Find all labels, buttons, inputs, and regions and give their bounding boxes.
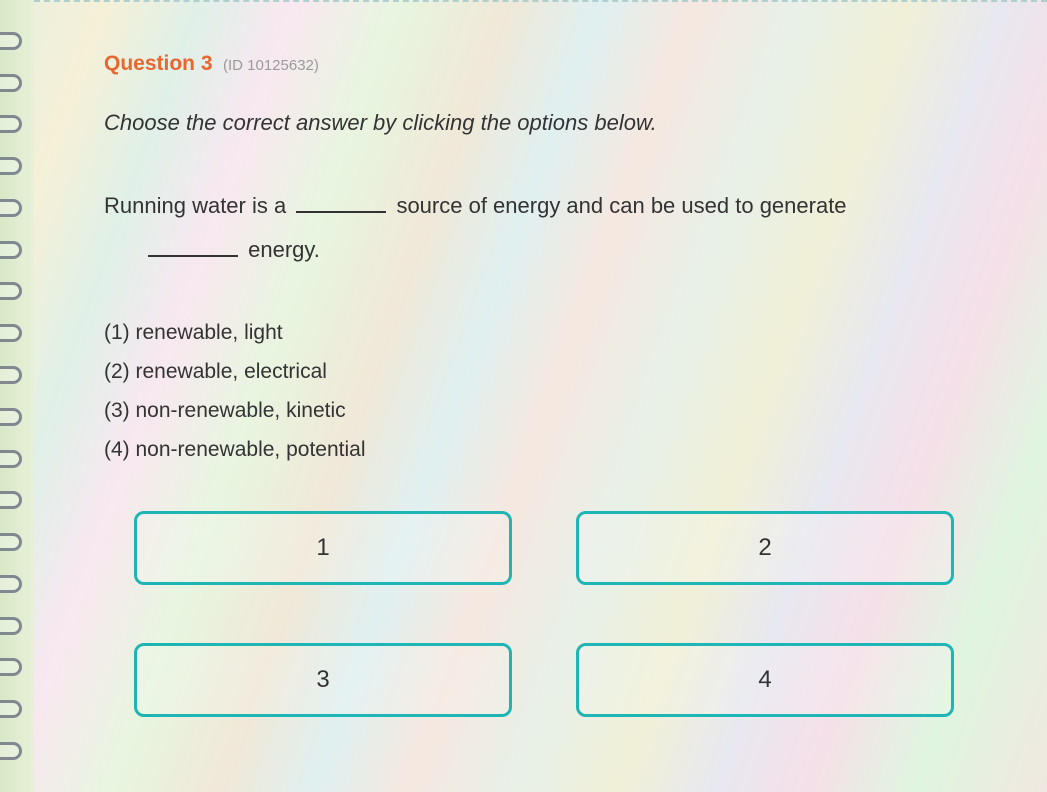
spiral-ring [0, 366, 22, 384]
answer-button-label: 4 [758, 666, 771, 694]
stem-text-before: Running water is a [104, 193, 292, 218]
option-3: (3) non-renewable, kinetic [104, 392, 977, 431]
spiral-ring [0, 700, 22, 718]
question-instruction: Choose the correct answer by clicking th… [104, 110, 977, 136]
answer-button-label: 3 [316, 666, 329, 694]
spiral-ring [0, 658, 22, 676]
blank-2 [148, 233, 238, 257]
question-header: Question 3 (ID 10125632) [104, 52, 977, 76]
question-id: (ID 10125632) [223, 57, 319, 74]
spiral-ring [0, 241, 22, 259]
stem-text-after: energy. [242, 237, 320, 262]
stem-text-mid: source of energy and can be used to gene… [390, 193, 846, 218]
spiral-ring [0, 617, 22, 635]
question-page: Question 3 (ID 10125632) Choose the corr… [34, 0, 1047, 792]
answer-button-3[interactable]: 3 [134, 643, 512, 717]
answer-button-label: 1 [316, 534, 329, 562]
spiral-binding [0, 0, 34, 792]
spiral-ring [0, 282, 22, 300]
answer-button-4[interactable]: 4 [576, 643, 954, 717]
blank-1 [296, 189, 386, 213]
spiral-ring [0, 74, 22, 92]
question-number-label: Question 3 [104, 52, 213, 75]
option-4: (4) non-renewable, potential [104, 431, 977, 470]
spiral-ring [0, 491, 22, 509]
answer-buttons: 1 2 3 4 [134, 511, 954, 717]
spiral-ring [0, 742, 22, 760]
answer-button-label: 2 [758, 534, 771, 562]
spiral-ring [0, 32, 22, 50]
spiral-ring [0, 157, 22, 175]
spiral-ring [0, 324, 22, 342]
question-stem: Running water is a source of energy and … [104, 184, 977, 272]
spiral-ring [0, 575, 22, 593]
spiral-ring [0, 408, 22, 426]
answer-button-1[interactable]: 1 [134, 511, 512, 585]
spiral-ring [0, 115, 22, 133]
spiral-ring [0, 450, 22, 468]
option-list: (1) renewable, light (2) renewable, elec… [104, 314, 977, 469]
spiral-ring [0, 533, 22, 551]
answer-button-2[interactable]: 2 [576, 511, 954, 585]
spiral-ring [0, 199, 22, 217]
option-1: (1) renewable, light [104, 314, 977, 353]
option-2: (2) renewable, electrical [104, 353, 977, 392]
